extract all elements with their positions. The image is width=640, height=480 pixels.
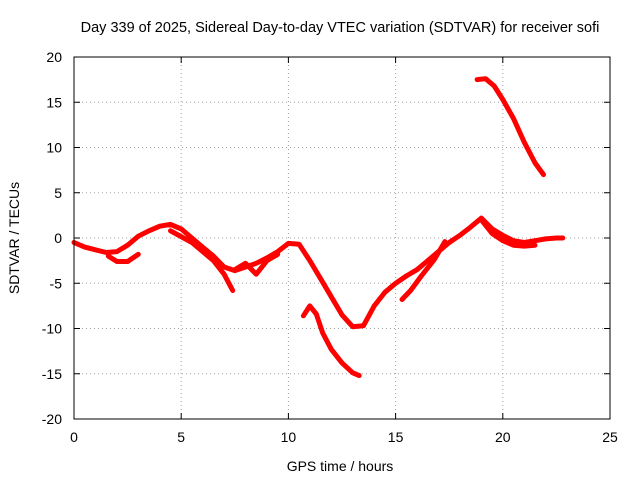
y-tick-label: -20 bbox=[42, 411, 62, 427]
series-arc-secondary bbox=[168, 228, 236, 293]
x-tick-label: 0 bbox=[70, 429, 78, 445]
series-arc-late bbox=[478, 217, 538, 249]
y-axis-label: SDTVAR / TECUs bbox=[6, 182, 22, 294]
series-arc-recovery bbox=[399, 239, 448, 302]
series-arc-wiggle bbox=[232, 251, 281, 277]
y-tick-label: 15 bbox=[46, 94, 62, 110]
series-group bbox=[71, 76, 566, 379]
y-tick-label: -5 bbox=[50, 275, 63, 291]
y-tick-label: 10 bbox=[46, 140, 62, 156]
y-tick-label: 20 bbox=[46, 49, 62, 65]
axis-ticks bbox=[73, 56, 611, 420]
series-arc-early-dip bbox=[105, 251, 141, 264]
series-arc-high bbox=[474, 76, 546, 178]
x-tick-label: 20 bbox=[495, 429, 511, 445]
y-tick-label: 0 bbox=[54, 230, 62, 246]
x-tick-label: 15 bbox=[388, 429, 404, 445]
series-arc-main bbox=[71, 215, 566, 330]
x-tick-label: 5 bbox=[177, 429, 185, 445]
y-tick-label: -15 bbox=[42, 366, 62, 382]
y-tick-label: -10 bbox=[42, 321, 62, 337]
series-arc-deep bbox=[300, 303, 362, 379]
x-tick-label: 25 bbox=[602, 429, 618, 445]
chart-title: Day 339 of 2025, Sidereal Day-to-day VTE… bbox=[81, 20, 600, 36]
x-axis-label: GPS time / hours bbox=[287, 458, 394, 474]
tick-labels: 0 5 10 15 20 25 -20 -15 -10 -5 0 5 10 15 20 bbox=[42, 49, 618, 445]
x-tick-label: 10 bbox=[281, 429, 297, 445]
y-tick-label: 5 bbox=[54, 185, 62, 201]
